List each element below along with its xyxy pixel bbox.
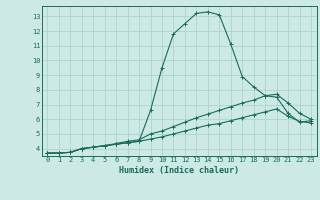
X-axis label: Humidex (Indice chaleur): Humidex (Indice chaleur) [119, 166, 239, 175]
